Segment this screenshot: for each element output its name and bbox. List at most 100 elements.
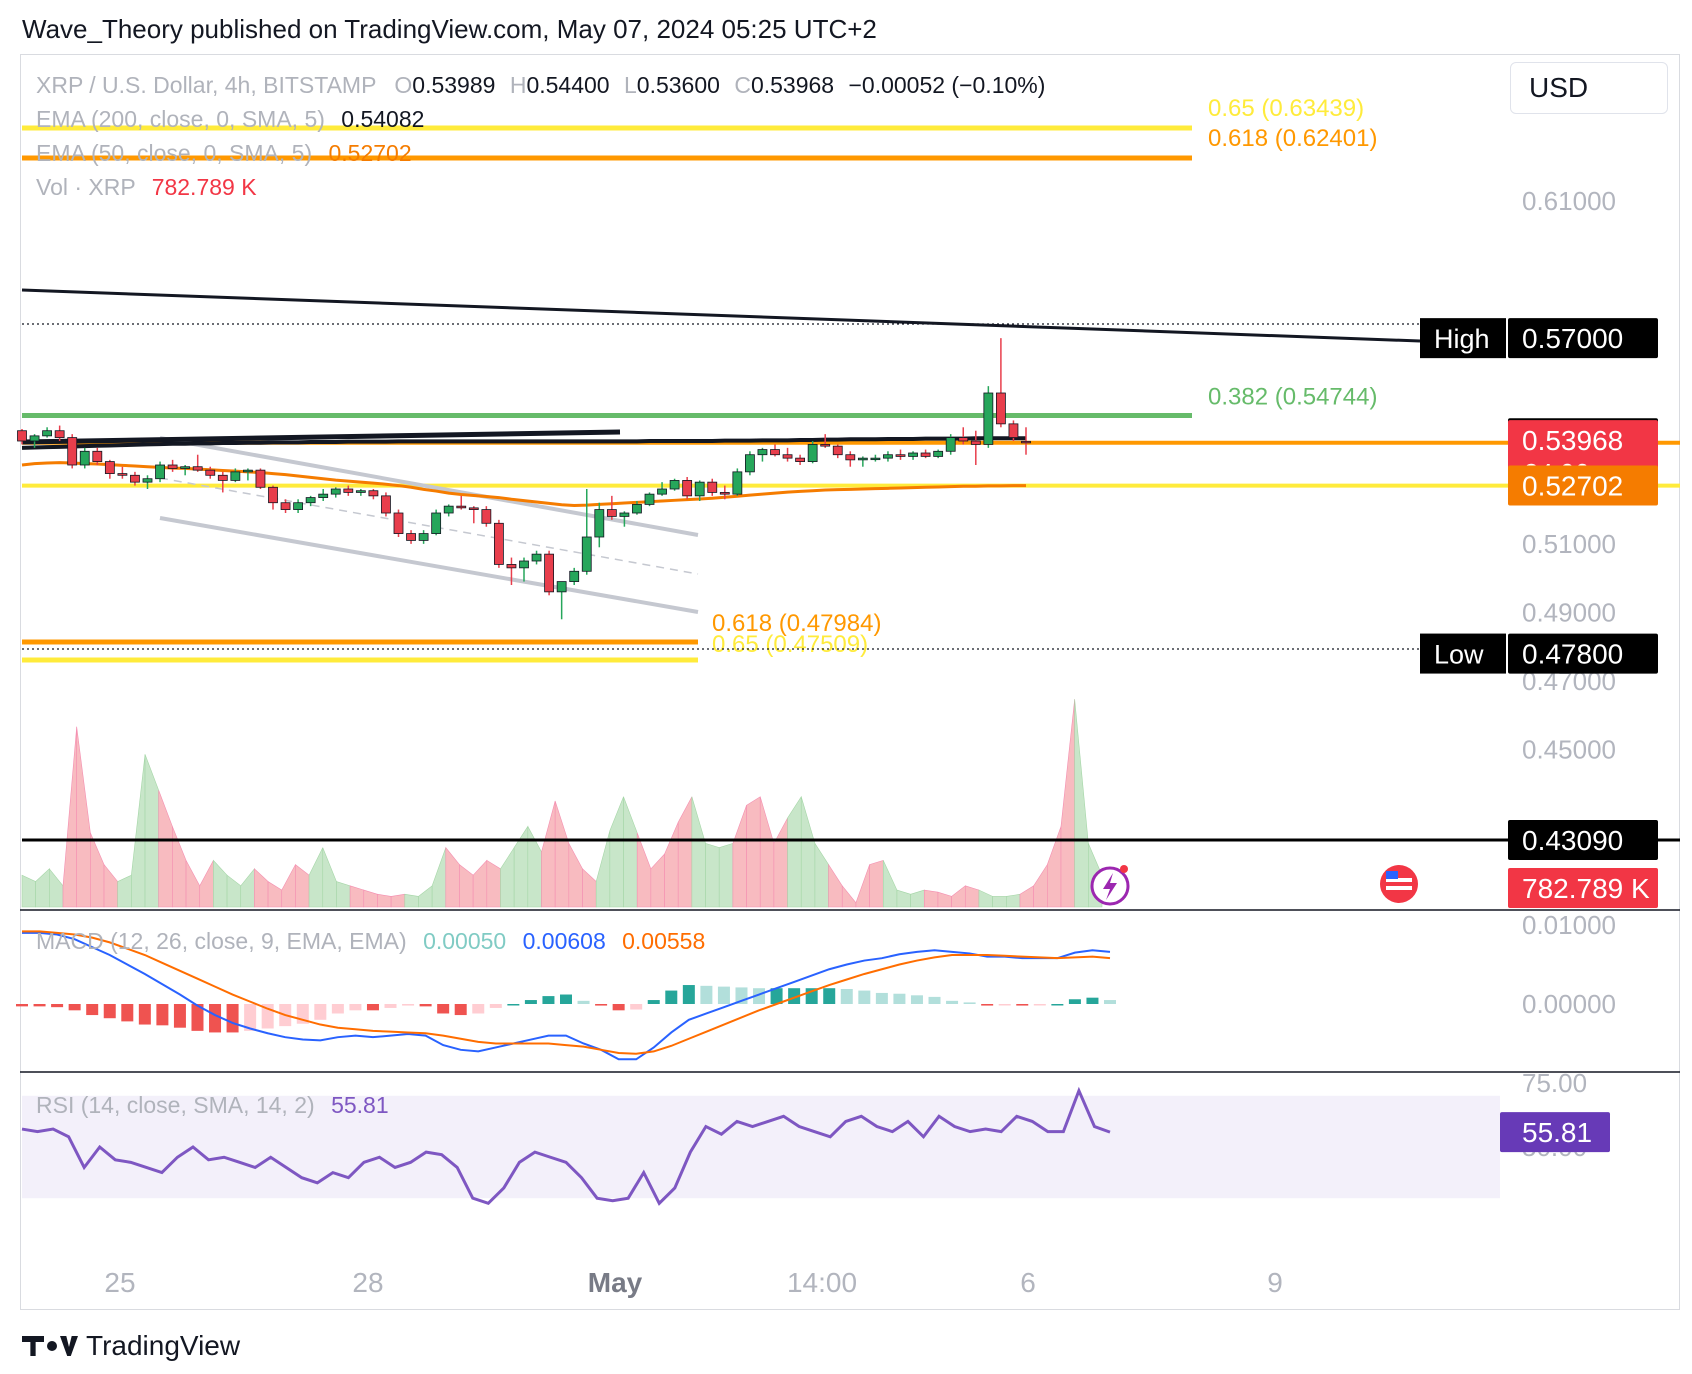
macd-histogram-bar xyxy=(1068,999,1081,1004)
candle-body xyxy=(142,478,153,483)
rsi-axis-tick: 75.00 xyxy=(1522,1068,1587,1098)
macd-histogram-bar xyxy=(981,1004,994,1006)
price-axis-label-box xyxy=(1508,318,1658,359)
volume-area-segment xyxy=(841,884,857,908)
macd-histogram-bar xyxy=(16,1004,28,1007)
volume-area-segment xyxy=(1033,863,1048,908)
candle-body xyxy=(694,481,705,497)
macd-histogram-bar xyxy=(770,988,783,1004)
legend-macd-row: MACD (12, 26, close, 9, EMA, EMA) 0.0005… xyxy=(36,928,705,955)
currency-button[interactable]: USD xyxy=(1510,62,1668,114)
volume-area-segment xyxy=(117,874,132,908)
volume-area-segment xyxy=(1060,699,1075,908)
legend-open-label: O xyxy=(394,72,413,98)
macd-histogram-bar xyxy=(717,986,730,1004)
macd-axis-tick: 0.00000 xyxy=(1522,989,1616,1019)
legend-rsi-label: RSI (14, close, SMA, 14, 2) xyxy=(36,1092,315,1118)
candle-body xyxy=(117,473,128,476)
macd-histogram-bar xyxy=(788,988,801,1004)
volume-area-segment xyxy=(855,864,870,908)
legend-rsi-value: 55.81 xyxy=(331,1092,389,1118)
candle-body xyxy=(732,471,743,495)
legend-ema50-row: EMA (50, close, 0, SMA, 5) 0.52702 xyxy=(36,140,412,167)
candle-body xyxy=(845,454,856,461)
candle-body xyxy=(820,444,831,447)
macd-histogram-bar xyxy=(191,1004,204,1031)
candle-body xyxy=(857,457,868,461)
tradingview-logo[interactable]: TradingView xyxy=(22,1330,240,1362)
fib-level-label: 0.65 (0.47509) xyxy=(712,631,868,658)
price-tag-box xyxy=(1420,318,1506,359)
price-tag-label: Low xyxy=(1434,640,1484,670)
time-axis-tick: 14:00 xyxy=(787,1267,857,1298)
channel-upper-line xyxy=(159,436,699,537)
macd-histogram-bar xyxy=(209,1004,222,1033)
candle-body xyxy=(983,392,994,445)
legend-macd-signal: 0.00558 xyxy=(622,928,706,954)
macd-line xyxy=(22,931,1111,1061)
macd-histogram-bar xyxy=(542,996,555,1004)
volume-area-segment xyxy=(21,874,36,908)
volume-area-segment xyxy=(882,860,898,908)
macd-histogram-bar xyxy=(33,1004,46,1007)
macd-histogram-bar xyxy=(366,1004,379,1011)
volume-area-segment xyxy=(49,867,64,908)
rsi-band xyxy=(22,1095,1500,1199)
candle-body xyxy=(719,492,730,495)
candle-body xyxy=(619,512,630,517)
volume-area-segment xyxy=(869,859,884,908)
volume-area-segment xyxy=(199,860,214,908)
legend-macd-label: MACD (12, 26, close, 9, EMA, EMA) xyxy=(36,928,407,954)
volume-area-segment xyxy=(923,889,939,908)
time-axis-tick: May xyxy=(588,1267,643,1298)
legend-high: 0.54400 xyxy=(526,72,610,98)
volume-area-segment xyxy=(978,889,993,908)
macd-histogram-bar xyxy=(665,990,678,1004)
candle-body xyxy=(757,449,768,456)
macd-axis-tick: 0.01000 xyxy=(1522,910,1616,940)
candle-body xyxy=(17,430,27,442)
candle-body xyxy=(481,509,492,524)
volume-axis-label-box xyxy=(1508,868,1658,908)
volume-area-segment xyxy=(459,863,474,908)
candle-body xyxy=(468,507,479,510)
candle-body xyxy=(883,454,893,459)
fib-level-label: 0.382 (0.54744) xyxy=(1208,383,1377,410)
legend-symbol: XRP / U.S. Dollar, 4h, BITSTAMP xyxy=(36,72,377,98)
candle-body xyxy=(381,495,391,514)
macd-histogram-bar xyxy=(1086,997,1099,1004)
candle-body xyxy=(167,464,178,469)
macd-histogram-bar xyxy=(946,1000,959,1004)
price-axis-label: 0.53968 xyxy=(1522,425,1623,456)
volume-area-segment xyxy=(787,795,802,908)
macd-histogram-bar xyxy=(840,988,853,1004)
volume-area-segment xyxy=(732,805,747,908)
volume-area-segment xyxy=(281,864,296,908)
candle-body xyxy=(544,553,554,593)
macd-histogram-bar xyxy=(998,1004,1011,1006)
legend-rsi-row: RSI (14, close, SMA, 14, 2) 55.81 xyxy=(36,1092,389,1119)
candle-body xyxy=(79,450,90,466)
legend-volume-row: Vol · XRP 782.789 K xyxy=(36,174,257,201)
notification-dot-icon xyxy=(1120,865,1128,873)
price-axis-tick: 0.45000 xyxy=(1522,735,1616,765)
us-flag-icon xyxy=(1380,865,1418,903)
macd-histogram-bar xyxy=(963,1002,976,1004)
price-axis-tick: 0.61000 xyxy=(1522,186,1616,216)
volume-area-segment xyxy=(336,881,351,908)
rsi-axis-label-box xyxy=(1500,1112,1610,1153)
candle-body xyxy=(29,435,40,442)
volume-area-segment xyxy=(800,796,816,908)
candle-body xyxy=(92,450,103,462)
fib-level-label: 0.618 (0.47984) xyxy=(712,610,881,637)
candle-body xyxy=(581,536,592,572)
candle-body xyxy=(832,445,843,456)
volume-area-segment xyxy=(937,891,952,908)
macd-histogram-bar xyxy=(753,988,766,1004)
volume-area-segment xyxy=(1006,893,1021,908)
volume-area-segment xyxy=(691,796,706,908)
macd-histogram-bar xyxy=(700,985,713,1004)
volume-area-segment xyxy=(254,868,269,908)
candle-body xyxy=(707,481,718,493)
